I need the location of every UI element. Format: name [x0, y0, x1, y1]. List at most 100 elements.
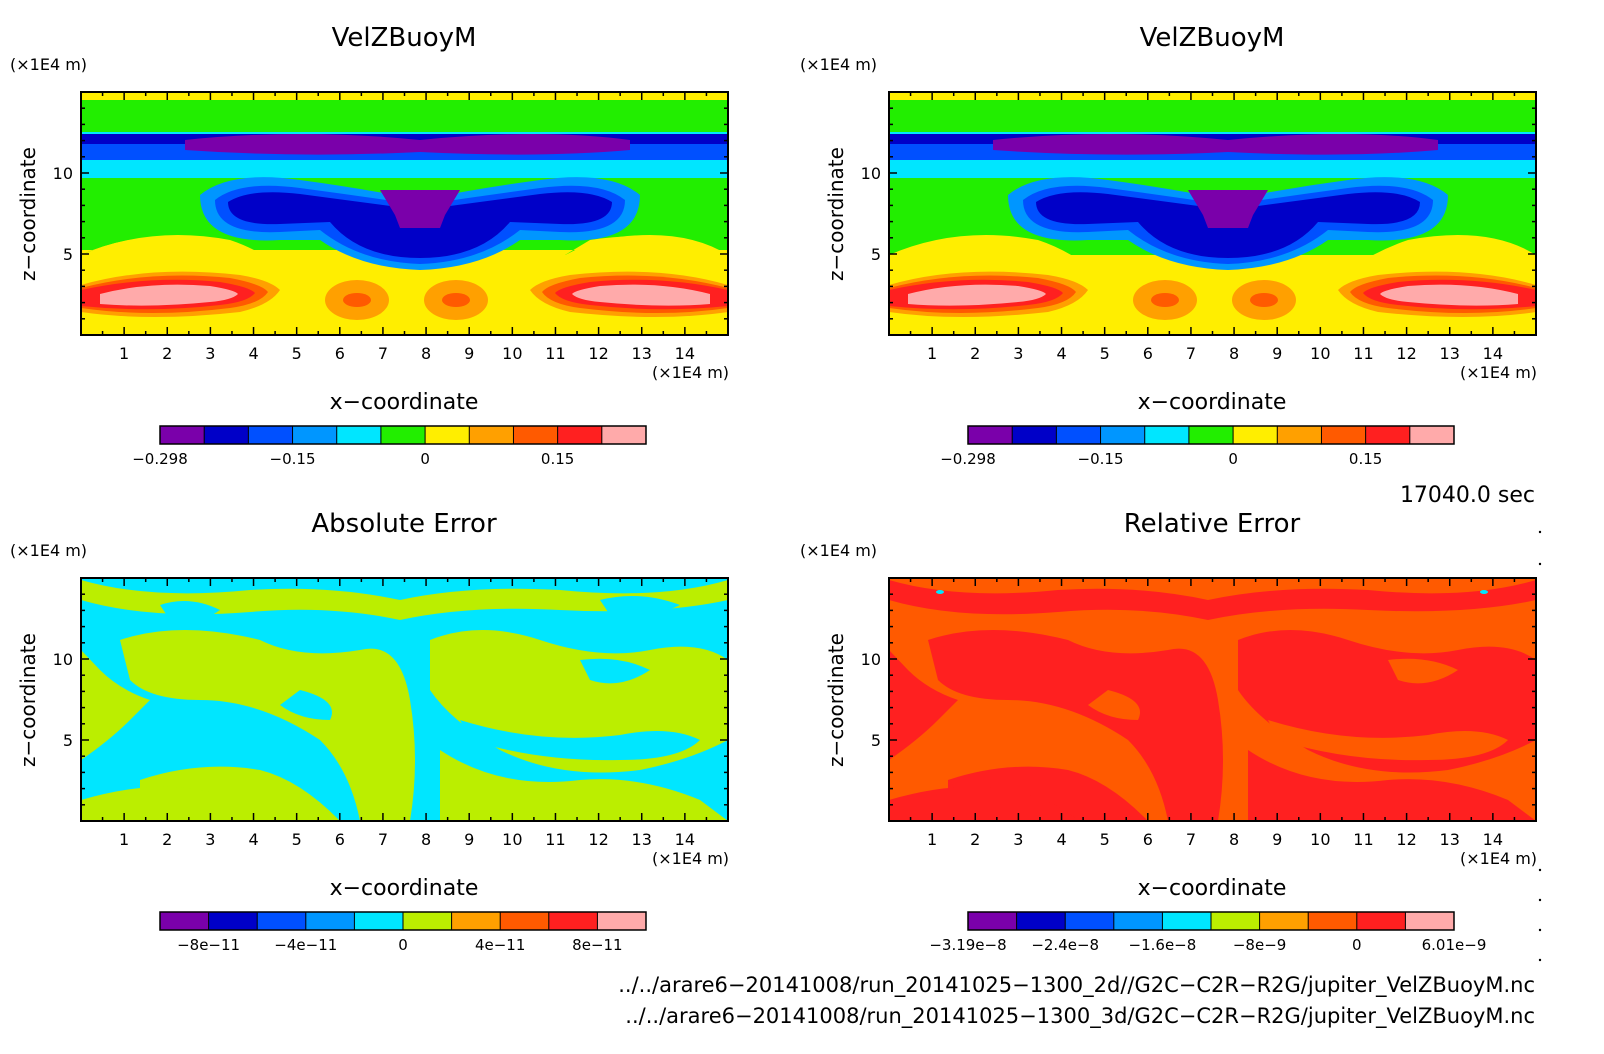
- colorbar-swatch: [1365, 426, 1411, 444]
- colorbar-swatch: [292, 426, 338, 444]
- colorbar-swatch: [305, 912, 355, 930]
- x-tick-label: 7: [378, 344, 388, 363]
- x-tick-label: 2: [970, 830, 980, 849]
- x-tick-label: 6: [335, 830, 345, 849]
- colorbar-tick-label: −4e−11: [274, 936, 337, 954]
- y-tick-label: 5: [871, 245, 881, 264]
- x-tick-label: 1: [927, 344, 937, 363]
- file-path-1: ../../arare6−20141008/run_20141025−1300_…: [618, 973, 1535, 998]
- colorbar-tick-label: −8e−9: [1233, 936, 1286, 954]
- x-tick-label: 6: [1143, 830, 1153, 849]
- panel-1-colorbar: −0.298 −0.15 0 0.15: [132, 425, 647, 468]
- colorbar-swatch: [500, 912, 550, 930]
- x-tick-label: 14: [675, 830, 695, 849]
- colorbar-tick-label: 6.01e−9: [1422, 936, 1487, 954]
- panel-2-x-ticks: 1 2 3 4 5 6 7 8 9 10 11 12 13 14: [888, 92, 1537, 363]
- x-tick-label: 5: [1100, 830, 1110, 849]
- panel-4-colorbar: −3.19e−8 −2.4e−8 −1.6e−8 −8e−9 0 6.01e−9: [929, 911, 1487, 954]
- colorbar-swatch: [513, 426, 559, 444]
- panel-3-x-label: x−coordinate: [330, 876, 479, 901]
- x-tick-label: 5: [292, 830, 302, 849]
- panel-2-title: VelZBuoyM: [1140, 23, 1285, 53]
- panel-3-y-ticks: 5 10: [53, 577, 728, 822]
- y-tick-label: 10: [53, 650, 73, 669]
- colorbar-swatch: [1056, 426, 1102, 444]
- panel-2-x-label: x−coordinate: [1138, 390, 1287, 415]
- colorbar-tick-label: 0.15: [541, 450, 574, 468]
- colorbar-swatch: [968, 912, 1018, 930]
- panel-1-x-ticks: 1 2 3 4 5 6 7 8 9 10 11 12 13 14: [80, 92, 729, 363]
- x-tick-label: 9: [1272, 344, 1282, 363]
- colorbar-swatch: [248, 426, 294, 444]
- colorbar-swatch: [469, 426, 514, 444]
- x-tick-label: 4: [1056, 344, 1066, 363]
- x-tick-label: 13: [632, 830, 652, 849]
- x-tick-label: 10: [1310, 344, 1330, 363]
- colorbar-swatch: [451, 912, 501, 930]
- colorbar-swatch: [1356, 912, 1406, 930]
- x-tick-label: 3: [1013, 830, 1023, 849]
- x-tick-label: 8: [421, 830, 431, 849]
- x-tick-label: 6: [1143, 344, 1153, 363]
- colorbar-tick-label: −0.15: [270, 450, 316, 468]
- colorbar-tick-label: 0.15: [1349, 450, 1382, 468]
- colorbar-frame: [159, 425, 647, 445]
- colorbar-tick-label: 4e−11: [475, 936, 525, 954]
- colorbar-swatch: [1100, 426, 1146, 444]
- colorbar-swatch: [1409, 426, 1455, 444]
- panel-4-y-unit: (×1E4 m): [800, 541, 877, 560]
- colorbar-swatch: [1012, 426, 1057, 444]
- colorbar-tick-label: 0: [1228, 450, 1238, 468]
- panel-4-field: [889, 578, 1536, 821]
- x-tick-label: 11: [545, 344, 565, 363]
- x-tick-label: 2: [162, 344, 172, 363]
- colorbar-tick-label: 8e−11: [572, 936, 622, 954]
- x-tick-label: 9: [464, 830, 474, 849]
- time-label: 17040.0 sec: [1400, 483, 1535, 508]
- x-tick-label: 4: [248, 344, 258, 363]
- colorbar-swatch: [597, 912, 647, 930]
- panel-1-x-unit: (×1E4 m): [652, 363, 729, 382]
- x-tick-label: 9: [464, 344, 474, 363]
- x-tick-label: 8: [1229, 830, 1239, 849]
- colorbar-swatch: [425, 426, 470, 444]
- panel-2-x-unit: (×1E4 m): [1460, 363, 1537, 382]
- colorbar-tick-label: 0: [420, 450, 430, 468]
- colorbar-swatch: [204, 426, 249, 444]
- x-tick-label: 10: [1310, 830, 1330, 849]
- colorbar-tick-label: −0.298: [132, 450, 188, 468]
- colorbar-swatch: [1233, 426, 1278, 444]
- colorbar-swatch: [1277, 426, 1322, 444]
- colorbar-swatch: [380, 426, 426, 444]
- colorbar-swatch: [354, 912, 404, 930]
- panel-2: VelZBuoyM (×1E4 m): [800, 23, 1537, 468]
- x-tick-label: 3: [1013, 344, 1023, 363]
- panel-4-x-unit: (×1E4 m): [1460, 849, 1537, 868]
- colorbar-tick-label: −8e−11: [177, 936, 240, 954]
- panel-2-y-unit: (×1E4 m): [800, 55, 877, 74]
- colorbar-tick-label: −3.19e−8: [929, 936, 1006, 954]
- x-tick-label: 7: [1186, 830, 1196, 849]
- panel-4-x-label: x−coordinate: [1138, 876, 1287, 901]
- x-tick-label: 12: [1396, 344, 1416, 363]
- panel-4: Relative Error (×1E4 m) 1 2 3 4 5 6 7 8 9 10 11 12 1…: [800, 509, 1537, 954]
- x-tick-label: 11: [545, 830, 565, 849]
- x-tick-label: 2: [970, 344, 980, 363]
- colorbar-tick-label: −2.4e−8: [1031, 936, 1099, 954]
- x-tick-label: 14: [675, 344, 695, 363]
- y-tick-label: 5: [63, 245, 73, 264]
- x-tick-label: 11: [1353, 344, 1373, 363]
- panel-3-x-unit: (×1E4 m): [652, 849, 729, 868]
- x-tick-label: 6: [335, 344, 345, 363]
- colorbar-swatch: [968, 426, 1013, 444]
- x-tick-label: 13: [1440, 830, 1460, 849]
- x-tick-label: 5: [292, 344, 302, 363]
- x-tick-label: 7: [378, 830, 388, 849]
- y-tick-label: 10: [53, 164, 73, 183]
- x-tick-label: 9: [1272, 830, 1282, 849]
- x-tick-label: 14: [1483, 830, 1503, 849]
- colorbar-swatch: [1065, 912, 1115, 930]
- x-tick-label: 1: [119, 830, 129, 849]
- panel-1-x-label: x−coordinate: [330, 390, 479, 415]
